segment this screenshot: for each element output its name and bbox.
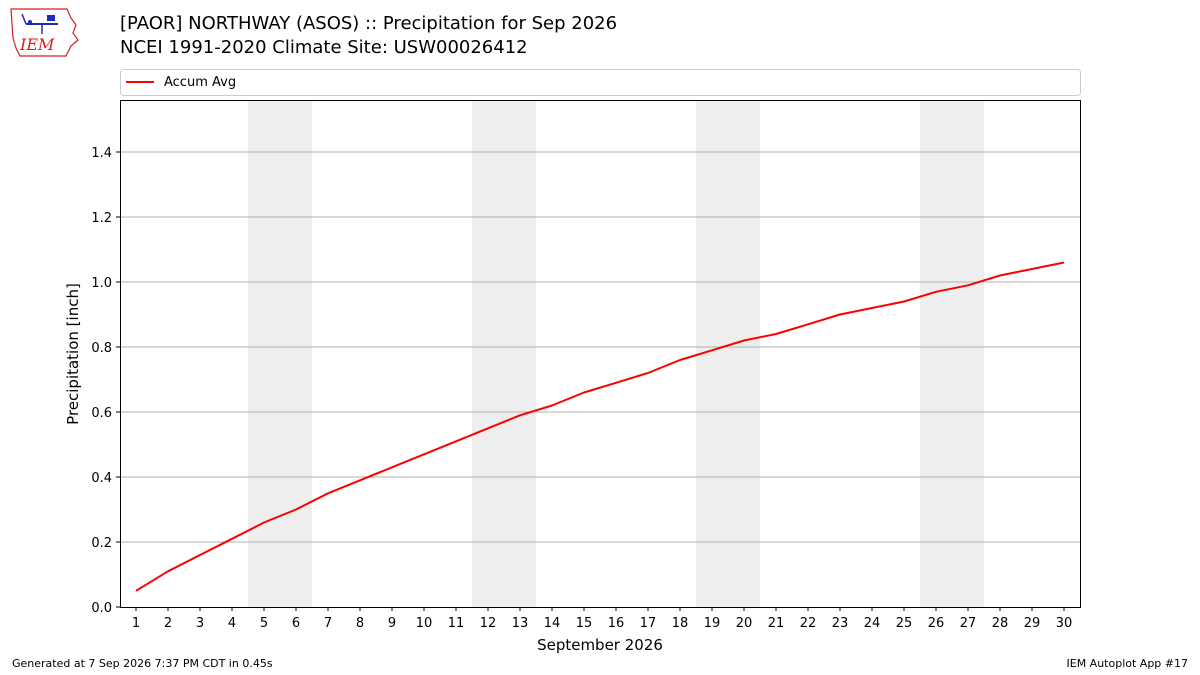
x-tick-label: 20 [736, 616, 753, 631]
footer-app: IEM Autoplot App #17 [1066, 657, 1189, 670]
y-tick-label: 1.2 [91, 211, 112, 226]
legend-box [120, 69, 1081, 96]
x-tick-label: 8 [356, 616, 364, 631]
footer-generated: Generated at 7 Sep 2026 7:37 PM CDT in 0… [12, 657, 273, 670]
y-tick-label: 0.0 [91, 601, 112, 616]
x-tick-label: 9 [388, 616, 396, 631]
y-tick-label: 0.8 [91, 341, 112, 356]
x-tick-label: 16 [608, 616, 625, 631]
weekend-band [472, 100, 536, 607]
x-tick-label: 6 [292, 616, 300, 631]
x-tick-label: 24 [864, 616, 881, 631]
y-axis-label: Precipitation [inch] [64, 283, 82, 425]
weekend-band [248, 100, 312, 607]
logo-text: IEM [19, 35, 55, 54]
x-tick-label: 14 [544, 616, 561, 631]
y-tick-label: 1.0 [91, 276, 112, 291]
x-tick-label: 15 [576, 616, 593, 631]
legend: Accum Avg [120, 69, 1081, 96]
chart-title: [PAOR] NORTHWAY (ASOS) :: Precipitation … [120, 13, 618, 34]
x-tick-label: 13 [512, 616, 529, 631]
iem-logo: IEM [10, 8, 79, 57]
y-tick-label: 1.4 [91, 146, 112, 161]
weekend-bands [248, 100, 984, 607]
grid-lines [120, 151, 1080, 543]
x-tick-label: 12 [480, 616, 497, 631]
weekend-band [920, 100, 984, 607]
legend-label: Accum Avg [164, 75, 236, 90]
x-tick-label: 23 [832, 616, 849, 631]
series-line-accum-avg [135, 261, 1065, 592]
y-tick-label: 0.4 [91, 471, 112, 486]
x-tick-label: 26 [928, 616, 945, 631]
series-lines [135, 261, 1065, 592]
weekend-band [696, 100, 760, 607]
x-tick-label: 21 [768, 616, 785, 631]
x-tick-label: 1 [132, 616, 140, 631]
x-tick-label: 30 [1056, 616, 1073, 631]
y-axis: 0.0 0.2 0.4 0.6 0.8 1.0 1.2 1.4 [91, 146, 120, 616]
x-tick-label: 10 [416, 616, 433, 631]
x-axis-label: September 2026 [537, 636, 663, 654]
y-tick-label: 0.6 [91, 406, 112, 421]
x-tick-label: 25 [896, 616, 913, 631]
x-tick-label: 17 [640, 616, 657, 631]
x-tick-label: 29 [1024, 616, 1041, 631]
x-tick-label: 18 [672, 616, 689, 631]
x-tick-label: 22 [800, 616, 817, 631]
chart-subtitle: NCEI 1991-2020 Climate Site: USW00026412 [120, 37, 528, 58]
x-tick-label: 19 [704, 616, 721, 631]
x-tick-label: 4 [228, 616, 236, 631]
iowa-outline-icon [10, 8, 79, 57]
x-axis: 1 2 3 4 5 6 7 8 9 10 11 12 13 14 15 16 17 18 19 20 21 22 23 24 2… [132, 607, 1072, 631]
x-tick-label: 28 [992, 616, 1009, 631]
y-tick-label: 0.2 [91, 536, 112, 551]
x-tick-label: 11 [448, 616, 465, 631]
x-tick-label: 7 [324, 616, 332, 631]
x-tick-label: 3 [196, 616, 204, 631]
x-tick-label: 27 [960, 616, 977, 631]
x-tick-label: 2 [164, 616, 172, 631]
plot-frame [120, 100, 1081, 608]
x-tick-label: 5 [260, 616, 268, 631]
